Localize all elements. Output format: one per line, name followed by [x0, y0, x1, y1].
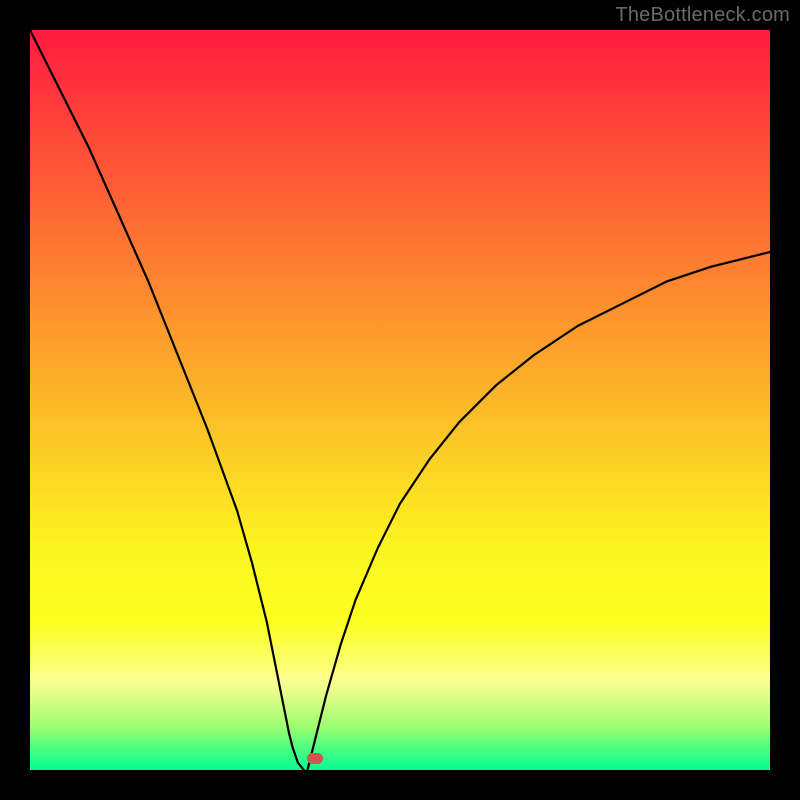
chart-background	[30, 30, 770, 770]
optimal-marker	[307, 753, 323, 764]
chart-plot-area	[30, 30, 770, 770]
chart-svg	[30, 30, 770, 770]
watermark-text: TheBottleneck.com	[615, 4, 790, 27]
